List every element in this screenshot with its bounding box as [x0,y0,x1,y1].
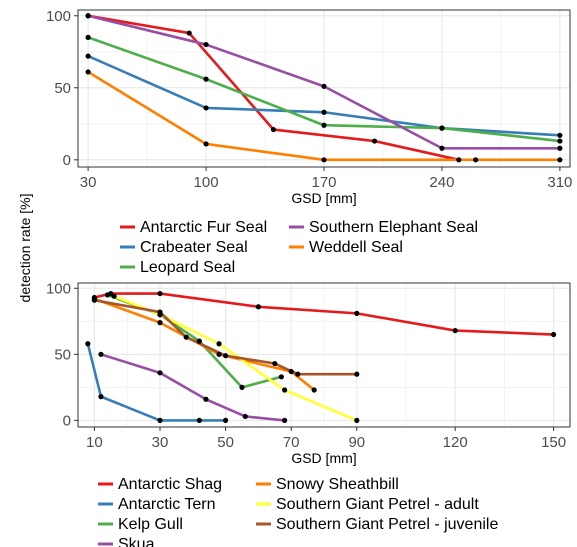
x-tick-label: 10 [86,434,103,451]
data-point [311,387,317,393]
data-point [196,338,202,344]
data-point [288,368,294,375]
data-point [223,417,229,423]
data-point [98,351,104,357]
x-tick-label: 30 [80,174,97,191]
data-point [203,41,209,48]
data-point [216,351,222,357]
series-line [86,343,226,422]
chart-seals: 30 100 170 240 310 0 50 100 GSD [mm] Antarctic Fu… [46,8,572,276]
data-point [186,30,192,36]
y-tick-label: 0 [63,152,71,169]
x-tick-label: 30 [152,434,169,451]
data-point [255,304,261,310]
y-tick-label: 50 [54,346,71,363]
data-point [270,126,277,133]
y-tick-label: 100 [46,8,71,25]
legend-label: Antarctic Fur Seal [140,219,267,236]
x-tick-label: 240 [429,174,454,191]
legend-label: Weddell Seal [309,239,403,256]
x-axis-title: GSD [mm] [291,190,356,206]
data-point [371,138,378,144]
legend-label: Kelp Gull [118,516,183,533]
data-point [157,417,163,423]
data-point [157,309,163,315]
data-point [439,125,445,131]
y-axis-title: detection rate [%] [17,194,33,303]
data-point [85,69,91,75]
legend-label: Snowy Sheathbill [276,476,399,493]
legend-label: Southern Giant Petrel - juvenile [276,516,498,533]
data-point [272,360,278,367]
legend-label: Antarctic Tern [118,496,216,513]
data-point [321,109,327,115]
data-point [473,157,479,163]
y-tick-label: 100 [46,280,71,297]
data-point [203,396,209,402]
legend-label: Antarctic Shag [118,476,222,493]
data-point [354,310,360,316]
x-tick-label: 70 [283,434,300,451]
data-point [321,122,327,128]
data-point [557,145,563,151]
data-point [439,145,445,151]
y-tick-label: 0 [63,412,71,429]
data-point [183,334,189,340]
data-point [157,370,163,376]
data-point [104,292,111,298]
data-point [321,83,327,89]
plot-border [77,282,571,428]
data-point [354,371,360,377]
y-tick-label: 50 [54,80,71,97]
data-point [85,13,91,19]
data-point [551,331,557,338]
data-point [91,297,97,303]
legend-label: Skua [118,536,155,547]
data-point [452,327,458,334]
x-axis-title: GSD [mm] [291,450,356,466]
data-point [557,132,563,138]
data-point [223,353,229,359]
data-point [242,413,248,420]
data-point [321,157,327,163]
x-tick-label: 120 [443,434,468,451]
x-tick-label: 310 [547,174,572,191]
data-point [557,138,563,144]
data-point [203,105,209,111]
data-point [111,293,117,299]
data-point [85,53,91,59]
data-point [157,320,163,326]
data-point [98,394,104,400]
data-point [456,157,462,163]
data-point [203,76,209,82]
legend-label: Southern Giant Petrel - adult [276,496,479,513]
data-point [85,341,91,347]
x-tick-label: 150 [541,434,566,451]
x-tick-label: 50 [217,434,234,451]
data-point [282,387,288,393]
x-tick-label: 90 [348,434,365,451]
data-point [557,157,563,163]
data-point [216,341,222,347]
chart-birds: 10 30 50 70 90 120 150 0 50 100 GSD [mm] Antarctic … [46,280,571,547]
data-point [282,417,288,423]
legend-label: Leopard Seal [140,259,235,276]
data-point [295,371,301,377]
data-point [203,141,209,147]
legend-label: Crabeater Seal [140,239,248,256]
data-point [157,290,163,297]
legend-label: Southern Elephant Seal [309,219,478,236]
data-point [85,34,91,40]
x-tick-label: 170 [311,174,336,191]
data-point [196,417,202,423]
data-point [354,417,360,423]
data-point [239,384,245,390]
data-point [278,374,284,380]
x-tick-label: 100 [194,174,219,191]
